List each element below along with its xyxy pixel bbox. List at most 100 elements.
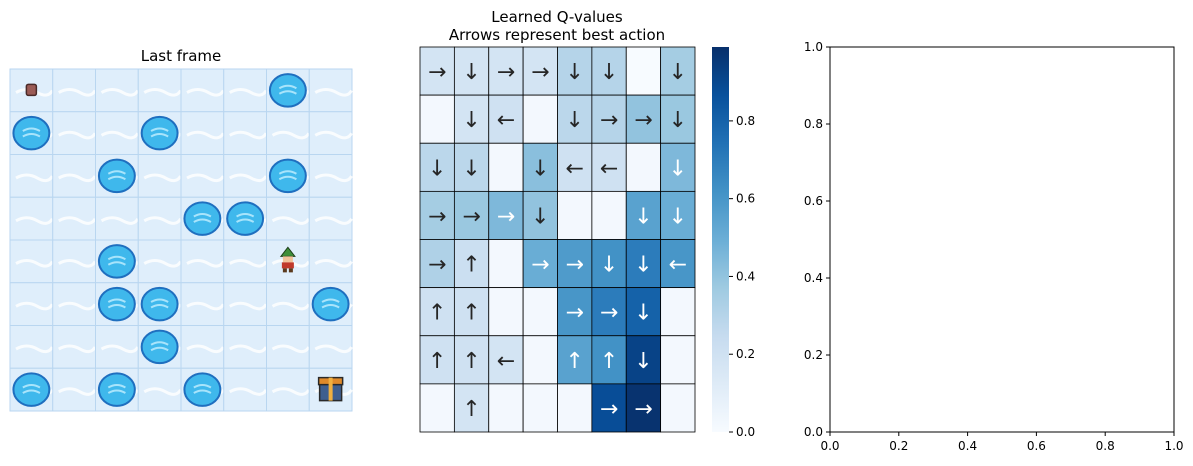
heatmap-cell [625,287,662,337]
snow-streak [314,344,353,354]
snow-streak [58,301,97,311]
heatmap-cell [522,335,558,385]
heatmap-cell [453,46,490,96]
best-action-arrow: → [428,253,446,278]
hole-ripple [150,341,169,352]
snow-streak [271,301,311,311]
best-action-arrow: ↓ [462,156,480,181]
snow-streak [229,387,268,396]
hole-ripple [107,383,126,394]
snow-streak [143,259,182,268]
heatmap-cell [453,142,490,192]
best-action-arrow: → [531,60,549,85]
heatmap-cell [660,335,696,385]
best-action-arrow: ↓ [600,60,618,85]
heatmap-cell [522,142,558,192]
snow-streak [15,216,54,225]
best-action-arrow: ↓ [565,108,583,133]
heatmap-cell [419,335,455,385]
heatmap-cell [522,383,558,433]
heatmap-cell [522,239,558,289]
heatmap-cell [522,94,558,144]
heatmap-cell [488,239,524,289]
heatmap-cell [488,46,524,96]
hole-ripple [321,298,340,309]
snow-streak [58,344,97,354]
best-action-arrow: ↓ [531,204,549,229]
heatmap-cell [419,94,455,144]
best-action-arrow: ↑ [462,349,480,374]
y-tick-label: 0.8 [804,117,823,131]
snow-streak [15,259,54,268]
best-action-arrow: ↑ [565,349,583,374]
best-action-arrow: ↑ [428,301,446,326]
heatmap-cell [453,239,490,289]
heatmap-cell [488,142,524,192]
snow-streak [271,130,311,140]
hole-ripple [107,298,126,309]
snow-streak [100,130,140,140]
snow-streak [271,387,311,396]
colorbar-tick-label: 0.0 [736,425,755,439]
empty-axes-panel: 0.0 0.2 0.4 0.6 0.8 1.0 0.0 0.2 0.4 0.6 0.8 1.0 [804,40,1184,453]
colorbar-tick-label: 0.6 [736,192,755,206]
goal-gift-icon [317,376,344,402]
x-tick-label: 1.0 [1164,439,1183,453]
best-action-arrow: ↓ [634,204,652,229]
snow-streak [186,130,225,140]
snow-streak [314,173,353,183]
snow-streak [186,173,225,183]
hole-ripple [193,383,212,394]
heatmap-cell [453,383,490,433]
snow-streak [314,216,353,225]
hole-ripple [193,212,212,223]
heatmap-cell [625,94,662,144]
heatmap-cell [591,142,627,192]
snow-streak [100,88,140,97]
best-action-arrow: → [462,204,480,229]
heatmap-cell [557,383,593,433]
heatmap-cell [660,190,696,240]
best-action-arrow: ← [497,108,515,133]
hole-ripple [278,84,297,95]
heatmap-cell [660,142,696,192]
empty-axes-frame [829,46,1175,433]
hole-ripple [150,127,169,138]
best-action-arrow: ↑ [462,253,480,278]
snow-streak [58,216,97,225]
heatmap-cell [625,46,662,96]
x-tick-label: 0.6 [1027,439,1046,453]
snow-streak [229,259,268,268]
heatmap-cell [591,190,627,240]
best-action-arrow: ↓ [600,253,618,278]
heatmap-cell [660,383,696,433]
heatmap-cell [660,46,696,96]
heatmap-cell [522,287,558,337]
heatmap-cell [660,239,696,289]
y-tick-label: 0.6 [804,194,823,208]
snow-streak [186,88,225,97]
q-values-title-line2: Arrows represent best action [449,26,665,44]
heatmap-cell [591,287,627,337]
best-action-arrow: ← [497,349,515,374]
snow-streak [271,344,311,354]
best-action-arrow: ↓ [669,204,687,229]
best-action-arrow: ↓ [634,301,652,326]
best-action-arrow: ← [600,156,618,181]
hole-ripple [107,170,126,181]
best-action-arrow: ↓ [462,108,480,133]
snow-streak [143,387,182,396]
x-tick-label: 0.2 [889,439,908,453]
heatmap-cell [591,239,627,289]
best-action-arrow: ↑ [428,349,446,374]
heatmap-cell [557,335,593,385]
snow-streak [58,173,97,183]
best-action-arrow: ↓ [428,156,446,181]
best-action-arrow: ← [669,253,687,278]
heatmap-cell [557,94,593,144]
best-action-arrow: ↑ [462,397,480,422]
snow-streak [186,301,225,311]
colorbar-gradient [712,47,729,432]
heatmap-cell [453,287,490,337]
heatmap-cell [591,46,627,96]
